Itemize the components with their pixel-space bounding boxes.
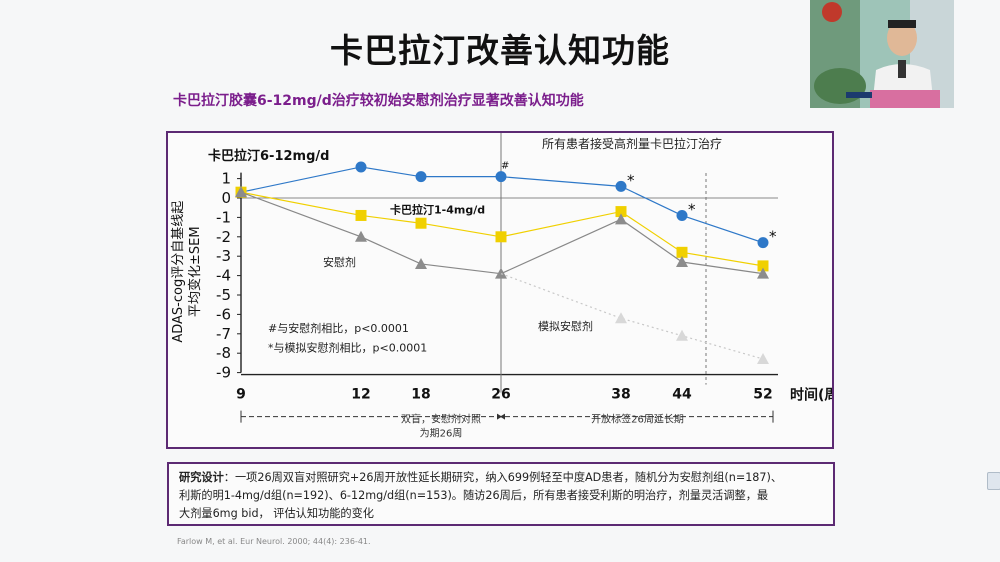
study-line-1: 研究设计：一项26周双盲对照研究+26周开放性延长期研究，纳入699例轻至中度A… <box>179 471 783 484</box>
series-3-point-3 <box>757 353 769 365</box>
y-tick-label-8: -7 <box>216 325 231 343</box>
significance-marker-1: * <box>627 171 635 189</box>
series-2-point-4 <box>615 213 627 225</box>
series-1-point-6 <box>757 260 769 272</box>
series-0-point-6 <box>757 237 769 249</box>
y-tick-label-0: 1 <box>221 170 231 188</box>
series-2-point-5 <box>676 256 688 268</box>
x-tick-label-5: 44 <box>672 387 692 403</box>
y-tick-label-6: -5 <box>216 286 231 304</box>
series-2-point-0 <box>235 186 247 198</box>
page-title: 卡巴拉汀改善认知功能 <box>330 31 670 70</box>
series-label-high-dose: 卡巴拉汀6-12mg/d <box>208 148 329 164</box>
series-2-point-3 <box>495 267 507 279</box>
x-tick-label-3: 26 <box>491 387 510 403</box>
series-label-placebo: 安慰剂 <box>323 255 356 269</box>
study-design-box: 研究设计：一项26周双盲对照研究+26周开放性延长期研究，纳入699例轻至中度A… <box>167 462 835 526</box>
series-1-point-4 <box>615 206 627 218</box>
series-0-point-5 <box>676 209 688 221</box>
presenter-video-thumbnail <box>810 0 954 108</box>
chart-subtitle: 卡巴拉汀胶囊6-12mg/d治疗较初始安慰剂治疗显著改善认知功能 <box>173 93 584 109</box>
significance-marker-2: * <box>688 200 696 218</box>
side-panel-toggle-button[interactable] <box>987 472 1000 490</box>
series-2-point-2 <box>415 257 427 269</box>
phase1-label-line2: 为期26周 <box>420 428 463 440</box>
series-1-point-2 <box>415 217 427 229</box>
series-0-point-1 <box>355 161 367 173</box>
phase1-label-line1: 双盲，安慰剂对照 <box>401 413 481 426</box>
series-1-point-3 <box>495 231 507 243</box>
chart-frame: 10-1 -2-3 -4-5-6 -7-8 -9 9 12 18 26 38 44 52 时间(周) AD… <box>166 131 834 449</box>
series-line-3 <box>500 273 764 360</box>
x-tick-label-1: 12 <box>351 387 370 403</box>
phase2-label: 开放标签26周延长期 <box>591 413 684 426</box>
y-tick-label-10: -9 <box>216 364 231 382</box>
series-1-point-1 <box>355 209 367 221</box>
x-tick-label-0: 9 <box>236 387 246 403</box>
footnote-1: #与安慰剂相比，p<0.0001 <box>268 321 409 335</box>
y-tick-label-1: 0 <box>221 189 231 207</box>
y-axis-label-line1: ADAS-cog评分自基线起 <box>171 201 186 343</box>
significance-marker-0: # <box>501 161 509 172</box>
adas-cog-chart: 10-1 -2-3 -4-5-6 -7-8 -9 9 12 18 26 38 44 52 时间(周) AD… <box>171 133 832 440</box>
y-tick-label-4: -3 <box>216 247 231 265</box>
footnote-2: *与模拟安慰剂相比，p<0.0001 <box>268 340 427 354</box>
series-2-point-1 <box>355 230 367 242</box>
x-tick-label-4: 38 <box>611 387 630 403</box>
y-tick-label-5: -4 <box>216 267 231 285</box>
study-line-3: 大剂量6mg bid， 评估认知功能的变化 <box>179 507 374 520</box>
series-3-point-2 <box>676 329 688 341</box>
y-tick-label-2: -1 <box>216 208 231 226</box>
y-axis-label-line2: 平均变化±SEM <box>187 226 203 317</box>
series-1-point-5 <box>676 246 688 258</box>
x-tick-label-6: 52 <box>753 387 772 403</box>
phase1-arrow <box>497 413 502 420</box>
study-line-2: 利斯的明1-4mg/d组(n=192)、6-12mg/d组(n=153)。随访2… <box>179 489 769 502</box>
x-tick-label-2: 18 <box>411 387 430 403</box>
y-tick-label-9: -8 <box>216 344 231 362</box>
period-top-label: 所有患者接受高剂量卡巴拉汀治疗 <box>542 136 722 151</box>
series-3-point-1 <box>615 312 627 324</box>
series-2-point-6 <box>757 267 769 279</box>
significance-marker-3: * <box>769 228 777 246</box>
x-axis-label: 时间(周) <box>790 387 832 404</box>
y-tick-label-3: -2 <box>216 228 231 246</box>
y-tick-label-7: -6 <box>216 305 231 323</box>
phase2-arrow <box>500 413 505 420</box>
series-0-point-3 <box>495 171 507 183</box>
series-0-point-2 <box>415 171 427 183</box>
series-label-sim-placebo: 模拟安慰剂 <box>538 319 593 333</box>
series-label-low-dose: 卡巴拉汀1-4mg/d <box>390 203 485 217</box>
study-label: 研究设计 <box>179 471 224 484</box>
series-0-point-4 <box>615 180 627 192</box>
reference-citation: Farlow M, et al. Eur Neurol. 2000; 44(4)… <box>177 537 371 546</box>
